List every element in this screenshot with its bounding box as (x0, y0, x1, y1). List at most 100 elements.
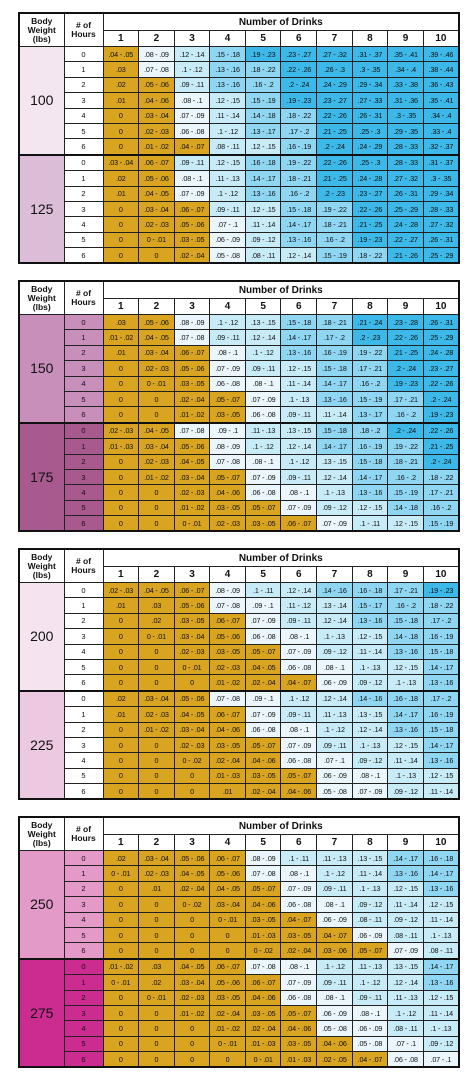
bac-cell: .09 - .11 (316, 974, 353, 991)
hour-label: 6 (63, 674, 104, 692)
bac-cell: .09 - .11 (280, 406, 318, 424)
hour-label: 5 (63, 1035, 104, 1053)
bac-cell: .3 - .35 (422, 170, 460, 187)
bac-cell: .1 - .12 (209, 313, 246, 331)
bac-cell: .25 - .29 (422, 329, 460, 346)
bac-cell: .01 - .02 (209, 674, 246, 692)
bac-cell: 0 - .01 (173, 658, 211, 676)
bac-cell: .08 - .1 (173, 92, 211, 109)
bac-cell: .07 - .08 (244, 865, 282, 882)
bac-cell: .19 - .23 (422, 406, 460, 424)
bac-cell: .05 - .06 (173, 216, 211, 233)
bac-cell: .06 - .08 (280, 989, 318, 1006)
bac-cell: .35 - .41 (422, 92, 460, 109)
bac-cell: .09 - .12 (387, 911, 424, 928)
bac-cell: .03 - .05 (173, 612, 211, 630)
hour-label: 1 (63, 329, 104, 346)
bac-cell: .13 - .16 (351, 612, 389, 630)
bac-cell: .11 - .12 (280, 597, 318, 614)
hour-label: 5 (63, 767, 104, 785)
bac-cell: .07 - .09 (280, 736, 318, 754)
bac-cell: .06 - .09 (351, 926, 389, 944)
bac-cell: .03 - .04 (138, 689, 175, 708)
bac-cell: .1 - .12 (209, 122, 246, 140)
hours-header: # of Hours (63, 548, 104, 583)
bac-cell: .16 - .18 (422, 849, 460, 867)
bac-cell: .22 - .26 (351, 200, 389, 218)
bac-cell: .09 - .11 (280, 612, 318, 630)
bac-cell: .1 - .12 (316, 865, 353, 882)
bac-cell: .31 - .37 (351, 45, 389, 63)
bac-cell: .1 - .12 (316, 957, 353, 976)
bac-cell: .12 - .14 (316, 468, 353, 486)
bac-cell: .39 - .46 (422, 45, 460, 63)
bac-cell: .03 - .05 (209, 736, 246, 754)
bac-cell: .01 (102, 344, 140, 362)
bac-cell: .14 - .17 (244, 170, 282, 187)
bac-cell: .15 - .17 (351, 597, 389, 614)
bac-cell: .2 - .24 (422, 390, 460, 408)
bac-cell: .03 - .04 (138, 200, 175, 218)
hour-label: 5 (63, 926, 104, 944)
bac-cell: .01 - .02 (102, 957, 140, 976)
bac-cell: 0 (102, 1020, 140, 1037)
bac-cell: .05 - .07 (244, 880, 282, 898)
bac-cell: .08 - .1 (280, 957, 318, 976)
bac-cell: .02 - .03 (138, 360, 175, 377)
bac-cell: .09 - .1 (244, 597, 282, 614)
bac-cell: 0 (138, 911, 175, 928)
bac-cell: .03 - .05 (244, 767, 282, 785)
bac-cell: 0 (102, 989, 140, 1006)
bac-cell: .07 - .09 (244, 612, 282, 630)
bac-cell: .25 - .29 (387, 200, 424, 218)
bac-cell: 0 - .01 (138, 231, 175, 249)
bac-cell: 0 (138, 390, 175, 408)
hour-label: 2 (63, 612, 104, 630)
bac-cell: .13 - .16 (209, 61, 246, 78)
bac-cell: .27 - .32 (387, 170, 424, 187)
bac-cell: .07 - .09 (280, 974, 318, 991)
bac-cell: .05 - .07 (244, 643, 282, 660)
weight-label: 250 (18, 849, 65, 960)
bac-cell: .06 - .07 (280, 515, 318, 532)
bac-cell: .06 - .08 (244, 406, 282, 424)
bac-cell: .08 - .1 (316, 896, 353, 913)
bac-cell: 0 (138, 767, 175, 785)
bac-cell: .13 - .16 (422, 752, 460, 769)
drinks-column: 6 (280, 30, 318, 47)
bac-cell: .2 - .24 (280, 76, 318, 94)
bac-cell: .05 - .06 (173, 438, 211, 455)
bac-cell: .24 - .28 (422, 344, 460, 362)
bac-cell: .12 - .14 (173, 45, 211, 63)
bac-cell: .1 - .13 (387, 674, 424, 692)
bac-cell: .03 - .04 (138, 344, 175, 362)
bac-cell: .06 - .08 (280, 896, 318, 913)
hour-label: 3 (63, 360, 104, 377)
bac-cell: .03 - .05 (244, 911, 282, 928)
drinks-column: 4 (209, 566, 246, 583)
hour-label: 6 (63, 942, 104, 960)
bac-cell: .18 - .21 (316, 313, 353, 331)
bac-cell: .16 - .18 (244, 153, 282, 172)
bac-cell: 0 (102, 499, 140, 517)
bac-cell: .14 - .18 (387, 628, 424, 645)
bac-cell: .27 - .32 (316, 45, 353, 63)
bac-cell: 0 (173, 674, 211, 692)
bac-cell: .07 - .08 (209, 689, 246, 708)
hour-label: 3 (63, 1004, 104, 1022)
bac-cell: .06 - .09 (316, 674, 353, 692)
bac-cell: .24 - .29 (351, 138, 389, 156)
bac-cell: .08 - .11 (387, 1020, 424, 1037)
bac-cell: 0 (102, 200, 140, 218)
bac-cell: .22 - .26 (422, 421, 460, 440)
bac-cell: .06 - .09 (316, 767, 353, 785)
bac-cell: .09 - .12 (387, 783, 424, 800)
bac-cell: .15 - .19 (422, 515, 460, 532)
bac-cell: .16 - .19 (422, 706, 460, 723)
hour-label: 1 (63, 865, 104, 882)
drinks-column: 1 (102, 566, 140, 583)
bac-cell: .02 (102, 689, 140, 708)
bac-cell: .1 - .13 (351, 658, 389, 676)
bac-cell: .04 - .06 (138, 92, 175, 109)
bac-cell: 0 (138, 736, 175, 754)
